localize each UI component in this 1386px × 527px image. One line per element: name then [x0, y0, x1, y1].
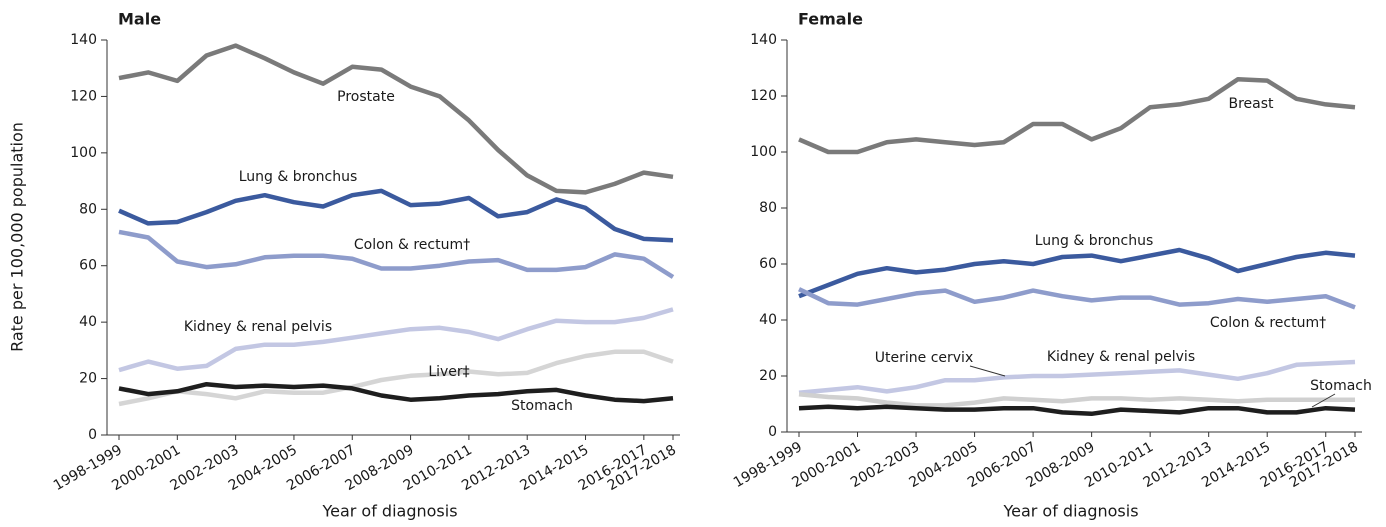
series-label: Breast [1228, 96, 1274, 112]
series-line [798, 404, 1356, 417]
y-tick-label: 0 [88, 427, 97, 443]
x-axis-title: Year of diagnosis [321, 502, 457, 521]
series-line [118, 43, 674, 195]
series-label: Colon & rectum† [354, 237, 470, 253]
y-tick-label: 40 [759, 312, 777, 328]
chart-title: Female [798, 10, 863, 29]
series-label: Colon & rectum† [1210, 315, 1326, 331]
x-axis-title: Year of diagnosis [1002, 502, 1138, 521]
y-tick-label: 120 [70, 88, 97, 104]
label-leader [969, 365, 1006, 377]
series-line [798, 391, 1355, 408]
label-leader [1311, 393, 1336, 408]
series-label: Lung & bronchus [1035, 233, 1154, 249]
series-label: Stomach [1310, 378, 1372, 394]
series-line [798, 287, 1356, 310]
y-tick-label: 60 [79, 258, 97, 274]
y-tick-label: 60 [759, 256, 777, 272]
y-tick-label: 140 [750, 32, 777, 48]
chart-title: Male [118, 10, 161, 29]
series-line [118, 349, 674, 407]
y-tick-label: 120 [750, 88, 777, 104]
series-line [118, 229, 675, 279]
series-line [118, 307, 674, 373]
series-line [118, 188, 674, 243]
y-tick-label: 80 [759, 200, 777, 216]
y-tick-label: 0 [768, 424, 777, 440]
series-label: Stomach [511, 398, 573, 414]
series-label: Prostate [337, 89, 395, 105]
y-tick-label: 100 [750, 144, 777, 160]
y-tick-label: 20 [79, 371, 97, 387]
y-tick-label: 40 [79, 314, 97, 330]
y-tick-label: 140 [70, 32, 97, 48]
y-axis-title: Rate per 100,000 population [8, 122, 27, 352]
series-line [798, 76, 1356, 155]
series-label: Liver‡ [428, 364, 469, 380]
series-label: Kidney & renal pelvis [1047, 349, 1195, 365]
series-label: Kidney & renal pelvis [184, 319, 332, 335]
series-line [118, 381, 674, 404]
series-line [798, 359, 1356, 396]
series-label: Uterine cervix [875, 350, 973, 366]
y-tick-label: 20 [759, 368, 777, 384]
y-tick-label: 100 [70, 145, 97, 161]
series-line [798, 247, 1356, 299]
series-label: Lung & bronchus [239, 169, 358, 185]
y-tick-label: 80 [79, 201, 97, 217]
